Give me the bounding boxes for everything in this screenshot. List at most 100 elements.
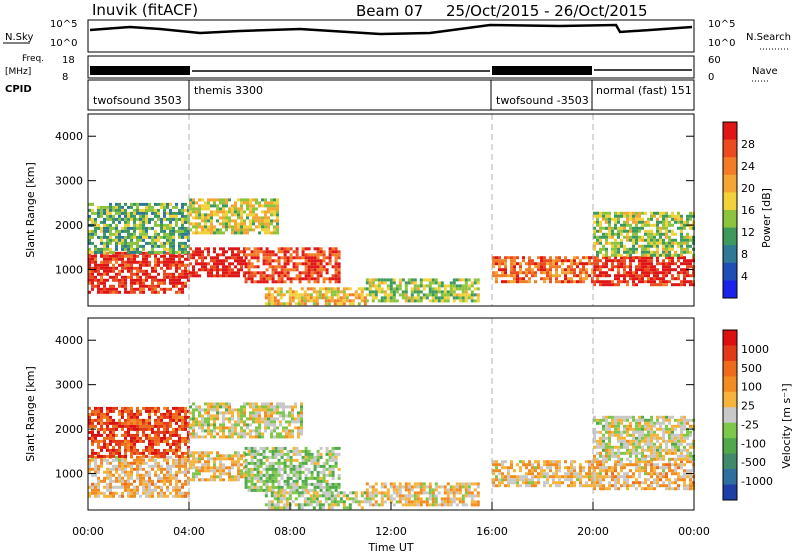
power-cell-f3	[237, 225, 240, 229]
power-cell-f6	[395, 284, 399, 288]
vel-cell-f1	[157, 406, 160, 410]
vel-cell-f7	[528, 463, 531, 467]
vel-cell-f1	[118, 445, 121, 449]
power-cell-f0	[100, 278, 103, 282]
vel-cell-f0	[106, 494, 109, 498]
power-cell-f9	[593, 226, 596, 230]
power-cell-f3	[258, 222, 261, 226]
power-cell-f3	[216, 204, 219, 208]
power-cell-f9	[665, 229, 668, 233]
vel-cell-f0	[139, 479, 142, 483]
power-cell-f9	[611, 217, 614, 221]
vel-cell-f3	[228, 420, 231, 424]
power-cell-f0	[154, 287, 157, 291]
vel-cell-f1	[106, 421, 109, 425]
vel-cell-f1	[109, 454, 112, 458]
power-cell-f1	[127, 241, 130, 245]
vel-cell-f1	[106, 454, 109, 458]
vel-cell-f1	[124, 418, 127, 422]
vel-cell-f2	[237, 472, 240, 476]
power-cell-f9	[611, 247, 614, 251]
power-cell-f4	[316, 262, 320, 266]
vel-cell-f6	[455, 497, 459, 501]
power-cell-f8	[617, 280, 620, 284]
vel-cell-f3	[288, 414, 291, 418]
vel-cell-f3	[288, 411, 291, 415]
power-cell-f8	[629, 274, 632, 278]
vel-cell-f2	[198, 472, 201, 476]
power-cell-f7	[576, 274, 579, 278]
power-cell-f2	[207, 268, 210, 272]
power-cell-f8	[668, 280, 671, 284]
vel-cell-f1	[97, 445, 100, 449]
vel-cell-f0	[151, 464, 154, 468]
vel-cell-f4	[247, 446, 251, 450]
power-cell-f0	[163, 260, 166, 264]
vel-cell-f1	[100, 433, 103, 437]
power-cell-f3	[228, 219, 231, 223]
power-cell-f0	[181, 260, 184, 264]
vel-cell-f0	[112, 473, 115, 477]
power-cell-f3	[189, 222, 192, 226]
vel-cell-f2	[192, 454, 195, 458]
vel-cell-f4	[331, 467, 335, 471]
power-cell-f6	[422, 293, 426, 297]
vel-cell-f1	[166, 424, 169, 428]
vel-cell-f7	[501, 460, 504, 464]
vel-cell-f4	[289, 470, 293, 474]
power-cell-f0	[106, 272, 109, 276]
power-cell-f0	[88, 278, 91, 282]
power-cell-f2	[213, 274, 216, 278]
vel-cell-f3	[291, 408, 294, 412]
vel-cell-f0	[94, 455, 97, 459]
power-cell-f0	[163, 272, 166, 276]
power-cell-f5	[327, 302, 331, 306]
power-cell-f3	[261, 225, 264, 229]
power-cell-f5	[309, 293, 313, 297]
vel-cell-f2	[189, 466, 192, 470]
vel-cell-f6	[410, 500, 414, 504]
vel-cell-f1	[178, 427, 181, 431]
vel-cell-f1	[121, 439, 124, 443]
vel-cell-f2	[201, 469, 204, 473]
vel-cell-f3	[261, 420, 264, 424]
vel-cell-f6	[446, 488, 450, 492]
vel-cell-f3	[231, 429, 234, 433]
power-cell-f4	[274, 253, 278, 257]
power-cell-f1	[175, 223, 178, 227]
power-cell-f1	[133, 223, 136, 227]
power-cell-f1	[109, 250, 112, 254]
vel-cell-f0	[157, 464, 160, 468]
power-cell-f7	[495, 274, 498, 278]
vel-cell-f0	[109, 494, 112, 498]
vel-cell-f1	[91, 421, 94, 425]
vel-cell-f0	[100, 479, 103, 483]
vel-cell-f1	[97, 427, 100, 431]
power-cell-f6	[368, 290, 372, 294]
power-cell-f8	[644, 256, 647, 260]
vel-cell-f0	[139, 473, 142, 477]
vel-cell-f4	[325, 467, 329, 471]
power-cell-f7	[516, 277, 519, 281]
power-cell-f9	[617, 229, 620, 233]
vel-cell-f1	[112, 448, 115, 452]
power-cell-f2	[189, 253, 192, 257]
power-cell-f6	[473, 278, 477, 282]
power-cell-f7	[576, 262, 579, 266]
power-cell-f0	[148, 287, 151, 291]
power-cell-f0	[175, 281, 178, 285]
vel-cell-f3	[294, 426, 297, 430]
vel-cell-f3	[189, 417, 192, 421]
vel-cell-f6	[398, 482, 402, 486]
power-cell-f1	[106, 241, 109, 245]
vel-cell-f5	[294, 491, 298, 495]
vel-cell-f0	[139, 458, 142, 462]
power-cell-f4	[280, 271, 284, 275]
power-cell-f3	[240, 201, 243, 205]
vel-cell-f8	[653, 463, 656, 467]
vel-cell-f7	[573, 481, 576, 485]
vel-cell-f2	[231, 463, 234, 467]
power-cell-f1	[178, 235, 181, 239]
power-cell-f8	[632, 283, 635, 287]
power-cell-f8	[611, 265, 614, 269]
